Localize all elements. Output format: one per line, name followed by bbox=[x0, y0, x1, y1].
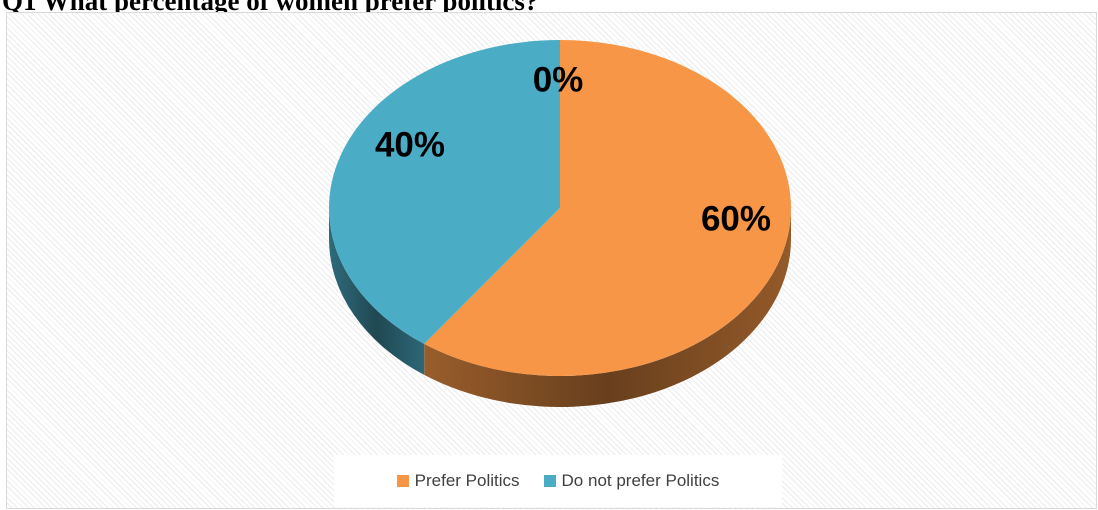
legend-label-do-not-prefer-politics: Do not prefer Politics bbox=[561, 471, 720, 490]
data-label-prefer-politics: 60% bbox=[701, 199, 771, 238]
pie-side-prefer-politics bbox=[424, 208, 791, 407]
legend-label-prefer-politics: Prefer Politics bbox=[414, 471, 520, 490]
pie-side-do-not-prefer-politics bbox=[329, 208, 425, 375]
legend-swatch-do-not-prefer-politics bbox=[543, 475, 556, 487]
data-label-do-not-prefer-politics: 40% bbox=[375, 125, 445, 164]
legend-item-prefer-politics: Prefer Politics bbox=[396, 471, 520, 491]
legend-item-do-not-prefer-politics: Do not prefer Politics bbox=[543, 471, 720, 491]
chart-legend: Prefer Politics Do not prefer Politics bbox=[334, 455, 782, 507]
pie-slice-prefer-politics bbox=[424, 40, 792, 376]
data-label-zero: 0% bbox=[533, 60, 584, 99]
legend-swatch-prefer-politics bbox=[396, 475, 409, 487]
pie-slice-do-not-prefer-politics bbox=[329, 40, 560, 344]
